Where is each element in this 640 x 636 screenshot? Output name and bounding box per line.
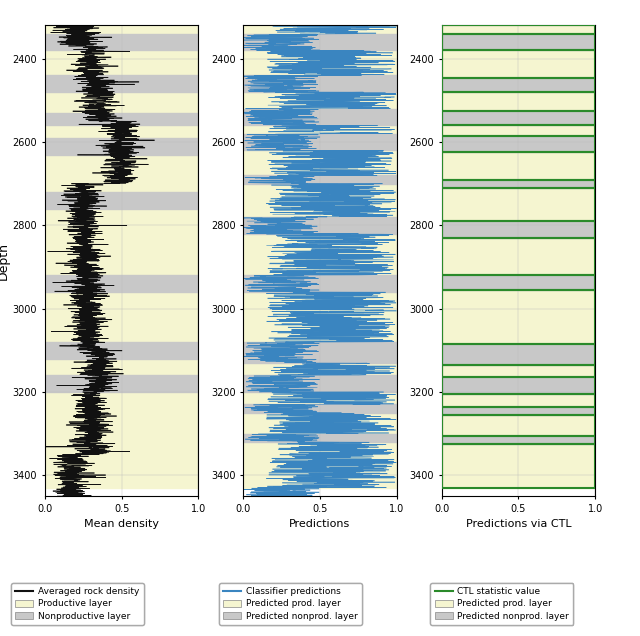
Bar [45,155,198,192]
Bar [45,92,198,113]
Bar [45,76,198,92]
Bar [243,434,397,442]
Bar [243,134,397,150]
Bar [442,50,595,78]
Bar [243,413,397,434]
Bar [45,25,198,34]
Bar [243,125,397,134]
Bar [243,50,397,76]
Bar [442,179,595,188]
Bar [243,176,397,184]
Legend: CTL statistic value, Predicted prod. layer, Predicted nonprod. layer: CTL statistic value, Predicted prod. lay… [430,583,573,625]
Bar [45,292,198,342]
Bar [442,78,595,92]
Bar [442,436,595,444]
Bar [442,394,595,406]
Bar [45,34,198,50]
Bar [45,342,198,359]
Bar [243,392,397,404]
Bar [243,363,397,375]
Bar [243,184,397,217]
Bar [45,50,198,76]
Bar [442,275,595,290]
Bar [442,365,595,377]
Bar [243,34,397,50]
Bar [243,150,397,176]
Bar [45,125,198,138]
Bar [45,359,198,375]
Bar [45,138,198,155]
Bar [45,392,198,488]
Bar [243,292,397,342]
Bar [442,125,595,136]
Bar [243,76,397,92]
Bar [45,192,198,209]
Bar [243,109,397,125]
Bar [442,111,595,125]
Bar [243,275,397,292]
Bar [442,377,595,394]
X-axis label: Predictions: Predictions [289,519,351,529]
X-axis label: Mean density: Mean density [84,519,159,529]
Legend: Averaged rock density, Productive layer, Nonproductive layer: Averaged rock density, Productive layer,… [11,583,144,625]
X-axis label: Predictions via CTL: Predictions via CTL [465,519,572,529]
Bar [442,34,595,50]
Bar [442,25,595,34]
Bar [442,153,595,179]
Bar [442,415,595,436]
Bar [243,217,397,233]
Bar [243,25,397,34]
Bar [442,221,595,238]
Bar [442,444,595,488]
Bar [442,344,595,365]
Bar [243,442,397,488]
Bar [442,406,595,415]
Bar [442,136,595,153]
Bar [243,233,397,275]
Bar [442,92,595,111]
Bar [45,275,198,292]
Y-axis label: Depth: Depth [0,242,10,280]
Bar [243,92,397,109]
Bar [442,238,595,275]
Bar [442,188,595,221]
Bar [45,113,198,125]
Bar [243,375,397,392]
Bar [442,290,595,344]
Bar [45,209,198,275]
Bar [45,375,198,392]
Legend: Classifier predictions, Predicted prod. layer, Predicted nonprod. layer: Classifier predictions, Predicted prod. … [219,583,362,625]
Bar [243,404,397,413]
Bar [243,342,397,363]
